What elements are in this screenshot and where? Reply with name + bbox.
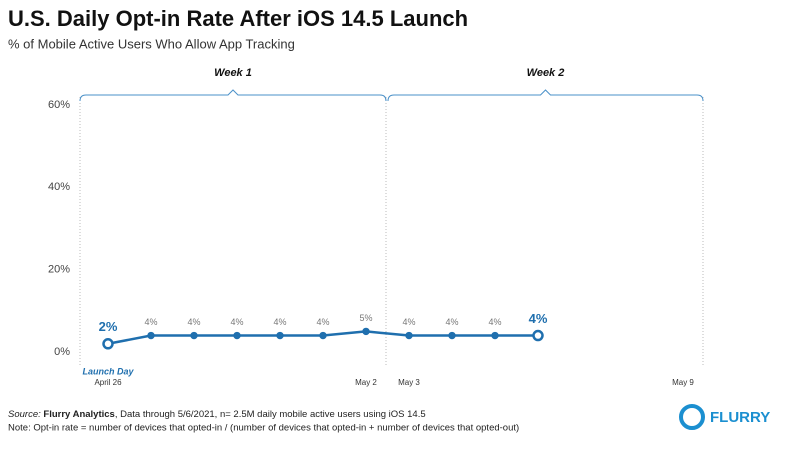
x-tick-label: May 3 (398, 378, 420, 387)
data-label: 4% (230, 317, 243, 327)
data-label: 4% (144, 317, 157, 327)
data-label: 4% (445, 317, 458, 327)
point (532, 329, 544, 342)
data-label: 4% (529, 311, 548, 326)
logo: FLURRY (679, 404, 770, 430)
point (405, 331, 413, 340)
y-tick-label: 0% (54, 346, 70, 358)
data-label: 5% (359, 313, 372, 323)
annotation: Launch Day (82, 366, 134, 376)
note: Note: Opt-in rate = number of devices th… (8, 423, 519, 434)
week-bracket (79, 89, 387, 102)
chart-subtitle: % of Mobile Active Users Who Allow App T… (8, 36, 295, 51)
data-label: 4% (187, 317, 200, 327)
logo-text: FLURRY (710, 409, 770, 426)
week-bracket (387, 89, 704, 102)
source-label: Source: (8, 409, 41, 420)
data-label: 4% (316, 317, 329, 327)
data-label: 4% (273, 317, 286, 327)
week-label: Week 2 (527, 67, 565, 79)
point (362, 327, 370, 336)
x-tick-label: May 2 (355, 378, 377, 387)
chart-title: U.S. Daily Opt-in Rate After iOS 14.5 La… (8, 6, 468, 31)
week-label: Week 1 (214, 67, 252, 79)
data-label: 4% (402, 317, 415, 327)
point (319, 331, 327, 340)
point (491, 331, 499, 340)
point (102, 338, 114, 350)
logo-icon (679, 404, 705, 430)
x-tick-label: May 9 (672, 378, 694, 387)
point (190, 331, 198, 340)
source-text: , Data through 5/6/2021, n= 2.5M daily m… (115, 409, 426, 420)
x-tick-label: April 26 (94, 378, 122, 387)
y-tick-label: 20% (48, 264, 70, 276)
point (448, 331, 456, 340)
point (276, 331, 284, 340)
point (147, 331, 155, 340)
source-org: Flurry Analytics (43, 409, 114, 420)
source: Source: Flurry Analytics, Data through 5… (8, 409, 426, 420)
data-label: 2% (99, 319, 118, 334)
point (233, 331, 241, 340)
y-tick-label: 60% (48, 99, 70, 111)
data-label: 4% (488, 317, 501, 327)
y-tick-label: 40% (48, 181, 70, 193)
